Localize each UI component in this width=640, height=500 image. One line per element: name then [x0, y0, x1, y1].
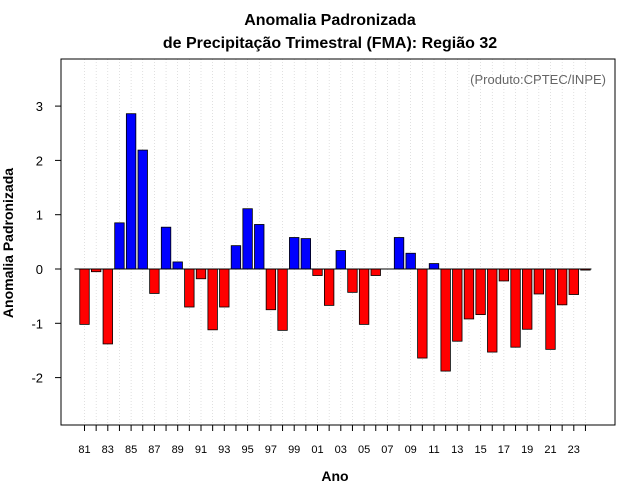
x-tick-label: 95 — [241, 444, 253, 456]
y-tick-label: 3 — [36, 99, 43, 114]
bar-18 — [510, 268, 521, 348]
bars — [79, 113, 591, 372]
bar-91 — [195, 268, 207, 280]
bar-95 — [242, 208, 253, 270]
bar-00 — [300, 238, 312, 270]
y-axis-label: Anomalia Padronizada — [0, 168, 16, 318]
y-axis: -2 -1 0 1 2 3 — [31, 99, 61, 386]
bar-86 — [137, 149, 148, 270]
bar-96 — [254, 224, 265, 270]
bar-02 — [323, 268, 335, 306]
bar-04 — [347, 268, 358, 293]
x-tick-label: 13 — [451, 444, 463, 456]
x-tick-label: 11 — [428, 444, 439, 456]
x-tick-label: 87 — [148, 444, 160, 456]
x-tick-label: 97 — [265, 444, 277, 456]
bar-06 — [370, 268, 381, 276]
x-tick-label: 99 — [288, 444, 300, 456]
bar-98 — [277, 268, 288, 331]
chart-subtitle: de Precipitação Trimestral (FMA): Região… — [163, 35, 497, 52]
bar-10 — [417, 268, 428, 359]
bar-17 — [498, 268, 510, 282]
bar-08 — [393, 237, 405, 270]
bar-93 — [219, 268, 230, 308]
bar-13 — [452, 268, 463, 342]
bar-15 — [475, 268, 486, 316]
y-tick-label: 1 — [36, 208, 43, 223]
x-tick-label: 83 — [102, 444, 114, 456]
bar-88 — [160, 226, 172, 270]
bar-09 — [405, 252, 416, 270]
x-tick-label: 85 — [125, 444, 137, 456]
x-tick-label: 05 — [358, 444, 370, 456]
x-tick-label: 01 — [311, 444, 323, 456]
bar-81 — [79, 268, 90, 325]
bar-21 — [545, 268, 556, 350]
bar-05 — [358, 268, 370, 325]
bar-16 — [487, 268, 498, 353]
x-tick-label: 93 — [218, 444, 230, 456]
bar-12 — [440, 268, 451, 372]
y-tick-label: -2 — [31, 371, 43, 386]
x-tick-label: 23 — [568, 444, 580, 456]
plot-frame — [60, 58, 616, 426]
bar-90 — [184, 268, 195, 308]
y-tick-label: -1 — [31, 316, 43, 331]
y-tick-label: 0 — [36, 262, 43, 277]
bar-03 — [335, 250, 346, 270]
bar-92 — [207, 268, 218, 331]
bar-14 — [463, 268, 475, 320]
bar-20 — [533, 268, 544, 295]
bar-23 — [568, 268, 579, 295]
bar-89 — [172, 261, 183, 270]
bar-85 — [125, 113, 137, 270]
x-tick-label: 91 — [195, 444, 207, 456]
bar-94 — [230, 245, 242, 270]
grid-lines — [84, 59, 586, 425]
x-axis: 81 83 85 87 89 91 93 95 97 99 01 03 05 07 09 11 13 15 17 19… — [78, 425, 586, 456]
x-tick-label: 17 — [498, 444, 510, 456]
credit-label: (Produto:CPTEC/INPE) — [470, 72, 606, 87]
chart-title: Anomalia Padronizada — [244, 12, 416, 29]
x-tick-label: 07 — [381, 444, 393, 456]
x-tick-label: 21 — [544, 444, 556, 456]
bar-87 — [149, 268, 160, 294]
x-tick-label: 19 — [521, 444, 533, 456]
x-tick-label: 03 — [335, 444, 347, 456]
y-tick-label: 2 — [36, 153, 43, 168]
x-tick-label: 89 — [172, 444, 184, 456]
bar-19 — [522, 268, 533, 330]
bar-97 — [265, 268, 277, 311]
bar-11 — [428, 263, 440, 270]
x-axis-label: Ano — [321, 468, 348, 484]
bar-22 — [557, 268, 568, 306]
x-tick-label: 15 — [474, 444, 486, 456]
bar-01 — [312, 268, 323, 276]
bar-83 — [102, 268, 113, 345]
x-tick-label: 09 — [405, 444, 417, 456]
bar-84 — [114, 222, 125, 270]
x-tick-label: 81 — [78, 444, 90, 456]
bar-99 — [289, 237, 300, 270]
